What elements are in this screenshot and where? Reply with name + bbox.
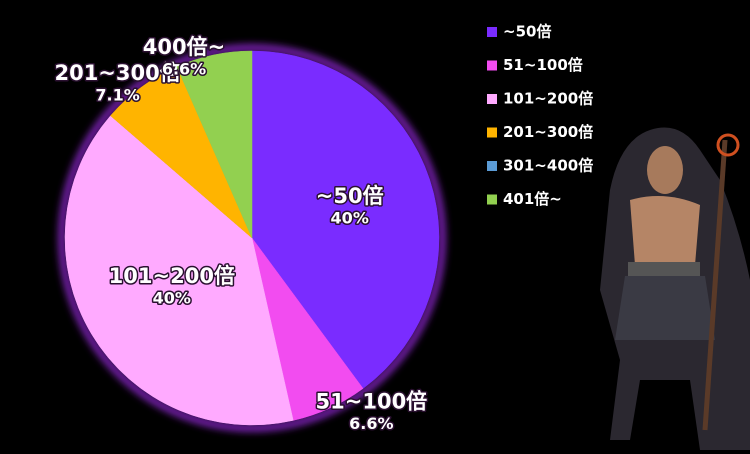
pie-slice	[176, 50, 253, 239]
slice-label: ~50倍	[316, 184, 384, 208]
slice-label: 201~300倍	[54, 61, 180, 85]
legend-label: 401倍~	[503, 190, 562, 208]
legend-swatch	[487, 94, 497, 104]
legend-label: 51~100倍	[503, 56, 583, 74]
slice-label: 101~200倍	[109, 264, 235, 288]
value-label: 40%	[331, 208, 369, 227]
pie-glow	[59, 45, 445, 431]
value-label: 6.6%	[162, 59, 206, 78]
legend-label: 201~300倍	[503, 123, 593, 141]
legend-swatch	[487, 60, 497, 71]
value-label: 6.6%	[349, 414, 393, 433]
value-label: 40%	[153, 289, 191, 308]
slice-label: 51~100倍	[316, 389, 428, 413]
slice-label: 400倍~	[143, 35, 225, 59]
legend: ~50倍 51~100倍 101~200倍 201~300倍 301~400倍 401倍~	[487, 23, 593, 208]
value-label: 7.1%	[95, 86, 139, 105]
pie-slice	[64, 115, 294, 426]
legend-swatch	[487, 161, 497, 171]
legend-label: ~50倍	[503, 23, 551, 41]
pie: ~50倍40%51~100倍6.6%101~200倍40%201~300倍7.1…	[53, 33, 440, 434]
legend-swatch	[487, 27, 497, 37]
pie-slice	[251, 50, 440, 389]
character-illustration	[600, 127, 750, 450]
legend-label: 301~400倍	[503, 157, 593, 175]
legend-label: 101~200倍	[503, 90, 593, 108]
legend-swatch	[487, 194, 497, 205]
legend-swatch	[487, 127, 497, 138]
